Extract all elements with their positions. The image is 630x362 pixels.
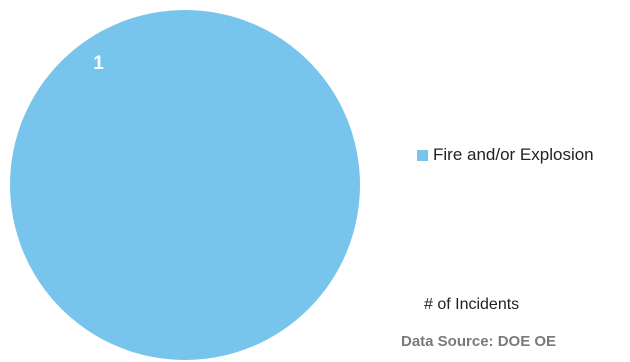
legend-label-fire-explosion: Fire and/or Explosion [433,145,594,164]
data-source-label: Data Source: DOE OE [401,333,557,350]
legend-swatch-fire-explosion [417,149,428,161]
legend: Fire and/or Explosion [417,145,594,165]
pie-data-label-0: 1 [93,53,104,74]
incidents-label: # of Incidents [424,296,520,313]
pie-slice-0 [10,10,360,360]
